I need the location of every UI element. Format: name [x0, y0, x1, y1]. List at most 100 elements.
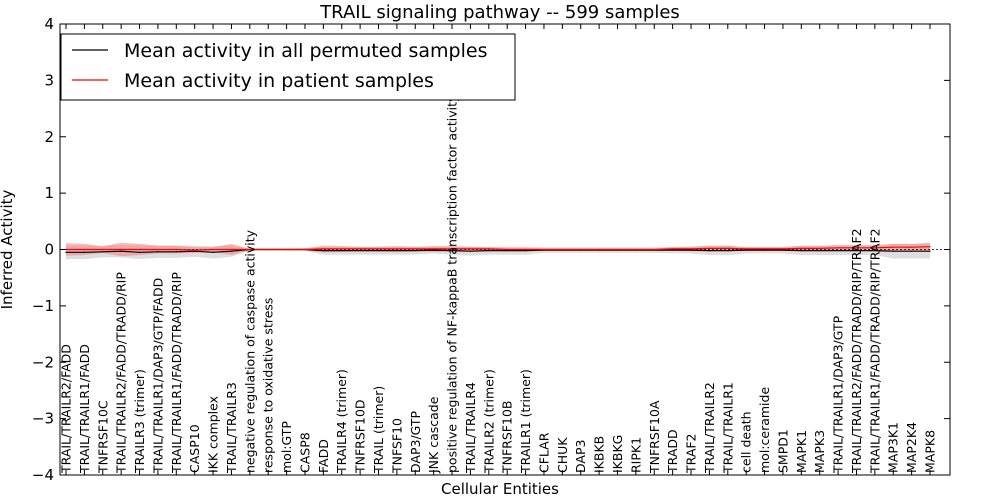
x-tick-label: TRAIL/TRAILR2/FADD — [59, 344, 74, 474]
permuted-line-point — [672, 249, 674, 251]
patient-line-point — [506, 248, 508, 251]
permuted-line-point — [65, 251, 67, 253]
patient-line-point — [230, 248, 233, 251]
x-tick-label: TRAILR2 (trimer) — [481, 369, 496, 474]
x-tick-label: TRAIL/TRAILR2/FADD/TRADD/RIP — [114, 272, 129, 474]
permuted-line-point — [469, 250, 472, 252]
x-tick-label: response to oxidative stress — [261, 298, 276, 473]
patient-line-point — [120, 248, 122, 251]
x-tick-label: TRAIL/TRAILR1/DAP3/GTP/FADD — [150, 278, 165, 474]
x-tick-label: TRADD — [665, 429, 680, 474]
permuted-line-point — [451, 250, 453, 252]
patient-line-point — [745, 248, 747, 250]
permuted-line-point — [322, 250, 324, 252]
patient-line-point — [800, 247, 802, 249]
x-tick-label: negative regulation of caspase activity — [242, 229, 257, 473]
patient-line-point — [929, 246, 931, 248]
legend-label-patient: Mean activity in patient samples — [124, 70, 434, 92]
x-tick-label: RIPK1 — [628, 437, 643, 473]
x-tick-label: IKBKG — [610, 435, 625, 473]
patient-line-point — [249, 248, 251, 251]
y-tick-label: −2 — [32, 353, 54, 371]
x-tick-label: CHUK — [555, 437, 570, 473]
patient-line-point — [102, 248, 104, 251]
x-tick-label: TRAIL/TRAILR1/FADD — [77, 344, 92, 474]
patient-line-point — [561, 248, 563, 251]
patient-line-point — [488, 248, 490, 250]
patient-line-point — [414, 248, 416, 250]
permuted-line-point — [175, 251, 177, 253]
x-tick-label: TNFRSF10A — [647, 400, 662, 474]
patient-line-point — [304, 248, 306, 251]
patient-line-point — [598, 248, 600, 251]
patient-line-point — [855, 247, 858, 249]
patient-line-point — [874, 247, 876, 249]
y-tick-label: 3 — [44, 71, 54, 89]
x-tick-label: TRAIL/TRAILR1/FADD/TRADD/RIP/TRAF2 — [867, 228, 882, 474]
permuted-line-point — [341, 250, 343, 252]
x-tick-label: FADD — [316, 439, 331, 473]
x-tick-label: TRAIL/TRAILR4 — [463, 382, 478, 474]
permuted-line-point — [230, 250, 233, 252]
patient-line-point — [819, 247, 821, 249]
legend-box — [60, 33, 516, 101]
patient-line-point — [377, 248, 380, 250]
permuted-line-point — [800, 250, 802, 252]
x-tick-label: IKBKB — [592, 436, 607, 473]
patient-line-point — [359, 248, 361, 250]
permuted-line — [66, 248, 930, 253]
x-tick-label: MAPK8 — [923, 430, 938, 473]
patient-line-point — [396, 248, 398, 250]
permuted-line-point — [892, 250, 894, 252]
x-tick-label: TRAIL/TRAILR1/FADD/TRADD/RIP — [169, 272, 184, 474]
permuted-line-point — [120, 250, 122, 252]
permuted-line-point — [874, 250, 876, 252]
permuted-line-point — [83, 251, 85, 253]
patient-line-point — [543, 248, 545, 251]
patient-line-point — [194, 249, 196, 251]
permuted-line-point — [377, 250, 380, 252]
y-tick-label: 2 — [44, 128, 54, 146]
x-tick-label: TRAIL/TRAILR1/DAP3/GTP — [831, 315, 846, 474]
x-tick-label: mol:GTP — [279, 421, 294, 473]
permuted-line-point — [396, 250, 398, 252]
x-tick-label: TRAILR1 (trimer) — [518, 369, 533, 474]
x-tick-label: SMPD1 — [775, 429, 790, 473]
y-axis-label: Inferred Activity — [0, 189, 16, 309]
x-tick-label: CASP8 — [298, 432, 313, 473]
patient-line-point — [763, 248, 766, 250]
x-tick-label: CASP10 — [187, 424, 202, 473]
patient-line-point — [837, 247, 839, 249]
x-tick-label: TNFSF10 — [389, 418, 404, 474]
permuted-line-point — [488, 250, 490, 252]
x-tick-label: TRAIL/TRAILR3 — [224, 382, 239, 474]
y-tick-label: −4 — [32, 466, 54, 484]
legend-label-permuted: Mean activity in all permuted samples — [124, 40, 487, 62]
patient-line-point — [83, 248, 85, 251]
patient-line-point — [616, 248, 619, 251]
permuted-line-point — [690, 249, 692, 251]
x-tick-label: TNFRSF10C — [95, 400, 110, 474]
patient-line-point — [451, 248, 453, 250]
permuted-line-point — [212, 251, 214, 253]
x-tick-label: TRAIL/TRAILR2 — [702, 382, 717, 474]
y-tick-label: −3 — [32, 410, 54, 428]
patient-line-point — [212, 248, 214, 251]
x-tick-label: mol:ceramide — [757, 387, 772, 473]
permuted-line-point — [819, 250, 821, 252]
permuted-line-point — [837, 250, 839, 252]
x-tick-label: TNFRSF10B — [500, 401, 515, 474]
x-tick-label: MAP3K1 — [886, 422, 901, 473]
permuted-line-point — [727, 250, 729, 252]
permuted-line-point — [763, 249, 766, 251]
permuted-line-point — [506, 250, 508, 252]
chart-title: TRAIL signaling pathway -- 599 samples — [319, 2, 680, 23]
patient-line-point — [175, 248, 177, 251]
x-tick-label: TRAILR3 (trimer) — [132, 369, 147, 474]
patient-line-point — [892, 246, 894, 248]
x-tick-label: TRAILR4 (trimer) — [334, 369, 349, 474]
permuted-line-point — [855, 250, 858, 252]
permuted-line-point — [138, 251, 141, 253]
patient-line-point — [653, 248, 655, 251]
